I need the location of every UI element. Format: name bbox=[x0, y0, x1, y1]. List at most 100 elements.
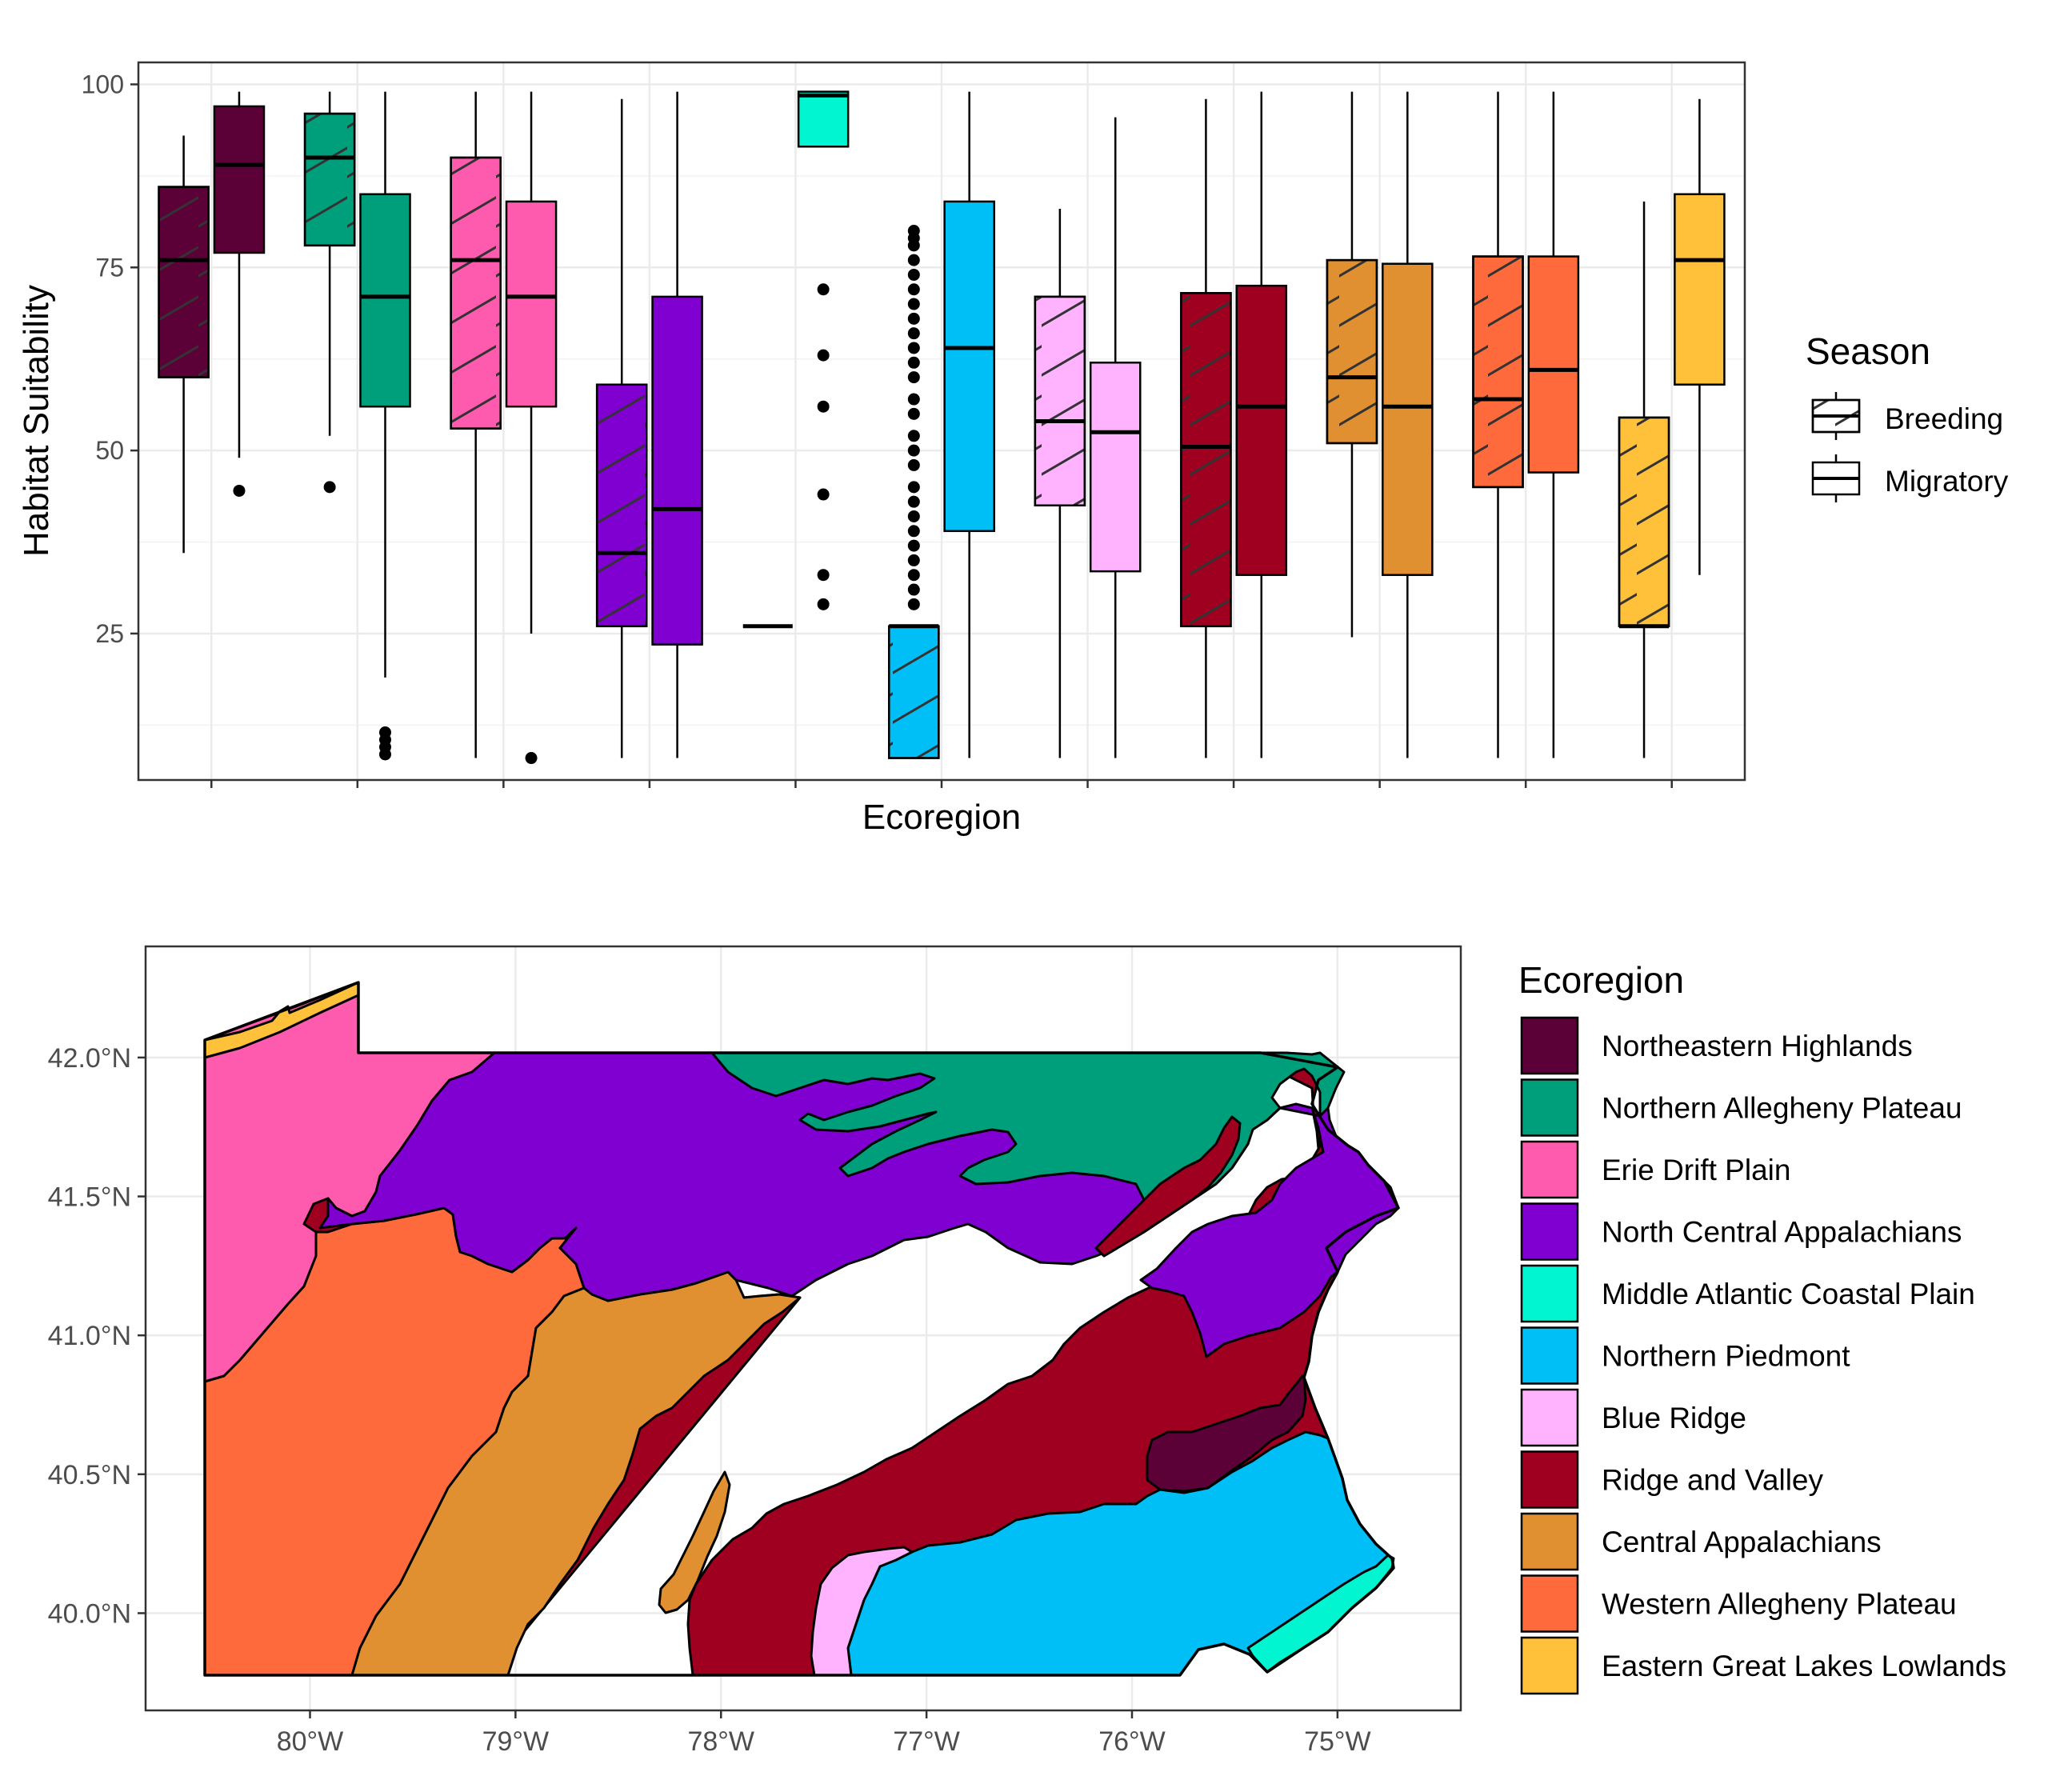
outlier-point bbox=[907, 481, 920, 494]
map-y-tick-label: 41.0°N bbox=[48, 1321, 131, 1351]
region-blue-ridge bbox=[810, 1546, 914, 1677]
legend-label-northern-piedmont: Northern Piedmont bbox=[1602, 1340, 1850, 1373]
outlier-point bbox=[525, 752, 538, 765]
box-hatch bbox=[1473, 256, 1523, 487]
box-iqr bbox=[1089, 362, 1142, 573]
outlier-point bbox=[907, 430, 920, 442]
ecoregion-legend: Ecoregion Northeastern Highlands Northern… bbox=[1518, 959, 2006, 1695]
outlier-point bbox=[379, 726, 392, 739]
box-iqr bbox=[1235, 284, 1288, 576]
legend-label-northeastern-highlands: Northeastern Highlands bbox=[1602, 1030, 1913, 1062]
box-outline bbox=[450, 156, 502, 430]
outlier-point bbox=[817, 598, 830, 610]
legend-label-breeding: Breeding bbox=[1885, 402, 2003, 435]
outlier-point bbox=[817, 488, 830, 501]
legend-label-central-appalachians: Central Appalachians bbox=[1602, 1526, 1882, 1558]
outlier-point bbox=[233, 484, 246, 497]
map-x-tick-label: 75°W bbox=[1304, 1726, 1371, 1757]
box-north-central-appalachians-migratory bbox=[651, 91, 703, 758]
box-northern-piedmont-breeding bbox=[888, 225, 940, 759]
outlier-point bbox=[817, 349, 830, 362]
season-legend-title: Season bbox=[1806, 330, 1930, 372]
box-hatch bbox=[1181, 293, 1231, 626]
outlier-point bbox=[907, 327, 920, 340]
map-x-tick-label: 80°W bbox=[277, 1726, 344, 1757]
outlier-point bbox=[907, 407, 920, 420]
box-middle-atlantic-coastal-plain-migratory bbox=[797, 90, 850, 610]
outlier-point bbox=[817, 400, 830, 413]
box-erie-drift-plain-breeding bbox=[450, 91, 502, 758]
outlier-point bbox=[907, 598, 920, 610]
box-erie-drift-plain-migratory bbox=[505, 91, 558, 765]
ecoregion-map: 80°W 79°W 78°W 77°W 76°W 75°W 40.0°N 40.5°N 41.0… bbox=[48, 945, 2006, 1757]
box-central-appalachians-breeding bbox=[1326, 91, 1378, 638]
box-outline bbox=[303, 112, 356, 247]
outlier-point bbox=[907, 554, 920, 566]
box-eastern-great-lakes-lowlands-breeding bbox=[1618, 201, 1670, 758]
legend-swatch-blue-ridge bbox=[1520, 1388, 1579, 1447]
outlier-point bbox=[907, 444, 920, 457]
y-tick-label: 50 bbox=[95, 436, 124, 465]
map-x-tick-label: 78°W bbox=[687, 1726, 754, 1757]
y-tick-label: 100 bbox=[82, 70, 124, 98]
box-outline bbox=[595, 383, 648, 628]
region-northern-allegheny-plateau bbox=[710, 1051, 1346, 1258]
outlier-point bbox=[907, 225, 920, 238]
legend-swatch-erie-drift-plain bbox=[1520, 1140, 1579, 1199]
y-tick-label: 75 bbox=[95, 253, 124, 282]
outlier-point bbox=[907, 539, 920, 552]
box-central-appalachians-migratory bbox=[1382, 91, 1434, 758]
box-iqr bbox=[505, 200, 558, 408]
map-x-tick-label: 76°W bbox=[1098, 1726, 1166, 1757]
map-y-tick-label: 41.5°N bbox=[48, 1182, 131, 1213]
legend-swatch-eastern-great-lakes-lowlands bbox=[1520, 1636, 1579, 1695]
y-tick-label: 25 bbox=[95, 619, 124, 648]
map-panel-border bbox=[144, 945, 1462, 1712]
box-iqr bbox=[943, 200, 995, 533]
map-x-tick-label: 77°W bbox=[893, 1726, 960, 1757]
box-blue-ridge-breeding bbox=[1034, 209, 1086, 758]
outlier-point bbox=[907, 312, 920, 325]
boxplot-grid bbox=[138, 62, 1745, 780]
box-hatch bbox=[1034, 296, 1085, 506]
box-iqr bbox=[651, 295, 703, 646]
outlier-point bbox=[907, 510, 920, 522]
outlier-point bbox=[907, 495, 920, 508]
outlier-point bbox=[907, 298, 920, 310]
legend-swatch-north-central-appalachians bbox=[1520, 1202, 1579, 1261]
boxplot-y-axis-title: Habitat Suitability bbox=[17, 285, 56, 557]
map-x-tick-label: 79°W bbox=[482, 1726, 550, 1757]
box-outline bbox=[1034, 295, 1086, 507]
ecoregion-legend-title: Ecoregion bbox=[1518, 959, 1684, 1001]
outlier-point bbox=[323, 481, 336, 494]
outlier-point bbox=[817, 569, 830, 582]
state-outline bbox=[203, 981, 1400, 1677]
box-northern-allegheny-plateau-breeding bbox=[303, 91, 356, 494]
boxplot-boxes bbox=[158, 90, 1726, 765]
map-y-tick-label: 42.0°N bbox=[48, 1043, 131, 1074]
box-eastern-great-lakes-lowlands-migratory bbox=[1674, 98, 1726, 575]
legend-label-middle-atlantic-coastal-plain: Middle Atlantic Coastal Plain bbox=[1602, 1278, 1975, 1310]
box-north-central-appalachians-breeding bbox=[595, 98, 648, 758]
outlier-point bbox=[907, 356, 920, 369]
outlier-point bbox=[907, 342, 920, 354]
legend-label-eastern-great-lakes-lowlands: Eastern Great Lakes Lowlands bbox=[1602, 1650, 2006, 1682]
map-y-tick-label: 40.0°N bbox=[48, 1598, 131, 1629]
region-eastern-great-lakes-lowlands bbox=[203, 981, 360, 1059]
box-iqr bbox=[1527, 255, 1580, 474]
box-hatch bbox=[450, 157, 501, 429]
outlier-point bbox=[907, 371, 920, 384]
outlier-point bbox=[907, 254, 920, 266]
legend-key-migratory bbox=[1811, 454, 1861, 502]
box-hatch bbox=[1326, 260, 1377, 443]
box-outline bbox=[158, 186, 210, 378]
season-legend: Season Breeding Migratory bbox=[1806, 330, 2009, 502]
outlier-point bbox=[907, 525, 920, 538]
legend-swatch-northern-piedmont bbox=[1520, 1326, 1579, 1385]
legend-label-western-allegheny-plateau: Western Allegheny Plateau bbox=[1602, 1588, 1957, 1621]
box-outline bbox=[1180, 292, 1232, 628]
legend-swatch-ridge-and-valley bbox=[1520, 1450, 1579, 1509]
outlier-point bbox=[907, 268, 920, 281]
